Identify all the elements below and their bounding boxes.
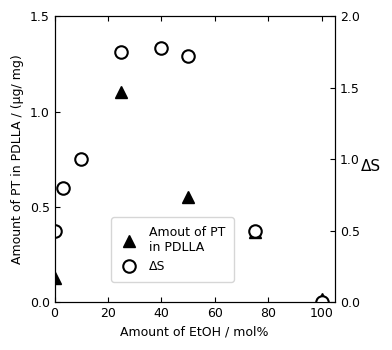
ΔS	[319, 300, 324, 304]
Amout of PT
in PDLLA	[252, 230, 257, 234]
Y-axis label: ΔS: ΔS	[361, 159, 381, 174]
ΔS	[119, 50, 123, 54]
Amout of PT
in PDLLA	[186, 195, 191, 199]
ΔS	[60, 186, 65, 190]
ΔS	[252, 229, 257, 233]
Amout of PT
in PDLLA	[119, 90, 123, 94]
ΔS	[52, 229, 57, 233]
ΔS	[159, 46, 164, 50]
Line: Amout of PT
in PDLLA: Amout of PT in PDLLA	[48, 86, 328, 305]
Line: ΔS: ΔS	[48, 41, 328, 309]
Amout of PT
in PDLLA	[319, 296, 324, 301]
Amout of PT
in PDLLA	[52, 275, 57, 280]
Legend: Amout of PT
in PDLLA, ΔS: Amout of PT in PDLLA, ΔS	[111, 217, 234, 282]
ΔS	[186, 54, 191, 58]
Y-axis label: Amount of PT in PDLLA / (μg/ mg): Amount of PT in PDLLA / (μg/ mg)	[11, 54, 24, 264]
X-axis label: Amount of EtOH / mol%: Amount of EtOH / mol%	[120, 326, 269, 339]
ΔS	[79, 157, 83, 161]
